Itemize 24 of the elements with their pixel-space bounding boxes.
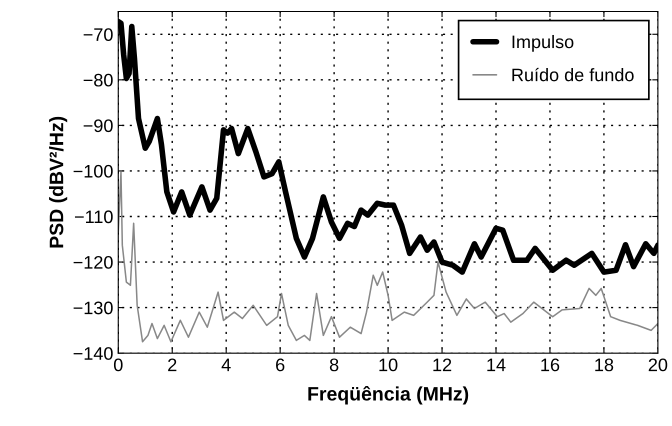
y-tick-label: −110 (74, 210, 113, 224)
x-tick-label: 2 (168, 358, 176, 372)
y-tick-label: −70 (84, 28, 113, 41)
legend-label: Impulso (512, 34, 574, 52)
y-tick-label: −100 (74, 164, 113, 178)
legend-label: Ruído de fundo (512, 68, 634, 82)
x-tick-label: 6 (276, 358, 284, 372)
x-axis-title: Freqüência (MHz) (308, 386, 468, 405)
x-tick-label: 0 (114, 358, 123, 372)
x-tick-label: 4 (222, 358, 231, 372)
x-tick-label: 16 (541, 358, 560, 372)
line-series (118, 171, 658, 343)
x-tick-label: 14 (487, 358, 506, 372)
x-tick-label: 18 (595, 358, 614, 372)
y-tick-label: −80 (84, 74, 113, 87)
y-tick-label: −130 (74, 302, 113, 314)
y-tick-label: −140 (74, 347, 113, 360)
x-tick-label: 10 (379, 358, 398, 372)
y-axis-title: PSD (dBV²/Hz) (49, 116, 68, 248)
y-tick-label: −90 (84, 119, 113, 132)
y-tick-label: −120 (74, 256, 113, 269)
x-tick-label: 20 (648, 358, 668, 372)
x-tick-label: 8 (330, 358, 338, 372)
x-tick-label: 12 (433, 358, 452, 372)
